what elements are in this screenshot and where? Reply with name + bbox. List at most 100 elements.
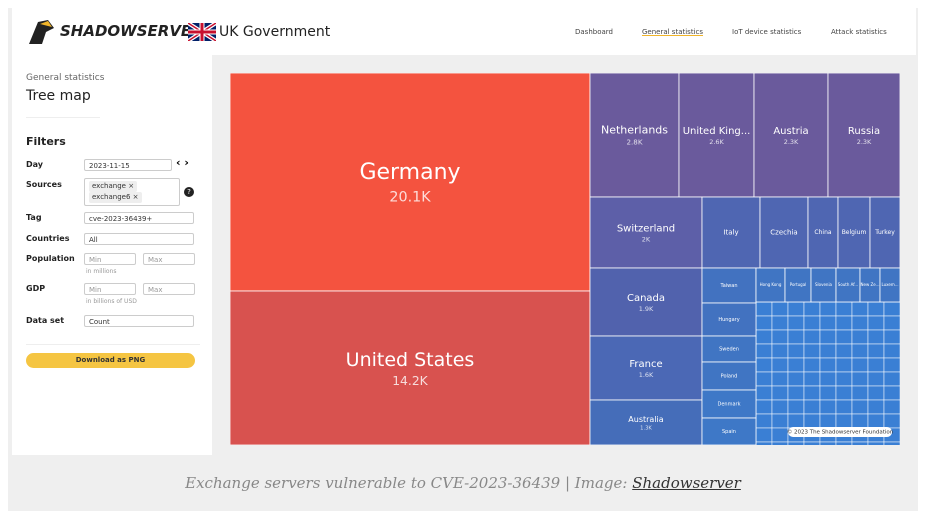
header: SHADOWSERVER UK Government Dashboard Gen… <box>12 8 916 55</box>
max-input[interactable]: Max <box>143 253 195 265</box>
cell-label: France <box>629 359 662 370</box>
dataset-select[interactable]: Count <box>84 315 194 327</box>
small-cell <box>755 301 773 317</box>
small-cell <box>803 301 821 317</box>
sources-input[interactable]: exchange × exchange6 × <box>84 178 180 206</box>
cell <box>701 417 757 445</box>
day-input[interactable]: 2023-11-15 <box>84 159 172 171</box>
small-cell <box>803 315 821 331</box>
tag-chip[interactable]: exchange × <box>89 181 138 192</box>
small-cell <box>803 441 821 445</box>
small-cell <box>755 315 773 331</box>
small-cell <box>851 371 869 387</box>
small-cell <box>803 357 821 373</box>
small-cell <box>835 441 853 445</box>
uk-flag <box>188 23 216 41</box>
small-cell <box>787 385 805 401</box>
cell <box>230 73 591 292</box>
cell <box>759 196 809 269</box>
small-cell <box>867 371 885 387</box>
cell <box>678 73 755 198</box>
label: Countries <box>26 234 70 243</box>
cell-label: United States <box>346 349 475 371</box>
small-cell <box>835 329 853 345</box>
cell-value: 2.8K <box>626 138 642 147</box>
cell <box>837 196 871 269</box>
credit: © 2023 The Shadowserver Foundation <box>787 429 894 436</box>
small-cell <box>883 357 900 373</box>
hint: in billions of USD <box>86 298 137 305</box>
caption-link[interactable]: Shadowserver <box>632 474 741 492</box>
cell-label: Spain <box>722 429 736 435</box>
cell <box>701 196 761 269</box>
tag-chip[interactable]: exchange6 × <box>89 192 142 203</box>
cell <box>589 73 680 198</box>
label: Population <box>26 254 75 263</box>
small-cell <box>883 399 900 415</box>
small-cell <box>803 329 821 345</box>
small-cell <box>835 385 853 401</box>
nav-link[interactable]: Attack statistics <box>831 28 887 36</box>
cell-label: Luxem... <box>881 282 898 287</box>
small-cell <box>819 357 837 373</box>
small-cell <box>787 399 805 415</box>
small-cell <box>851 385 869 401</box>
small-cell <box>819 343 837 359</box>
small-cell <box>819 329 837 345</box>
small-cell <box>883 413 900 429</box>
small-cell <box>771 301 789 317</box>
small-cell <box>755 371 773 387</box>
cell-value: 1.3K <box>640 426 652 432</box>
small-cell <box>787 413 805 429</box>
date-arrows[interactable]: ‹ › <box>176 156 189 169</box>
caption-text: Exchange servers vulnerable to CVE-2023-… <box>185 474 628 492</box>
label: Data set <box>26 316 65 325</box>
small-cell <box>867 441 885 445</box>
max-input[interactable]: Max <box>143 283 195 295</box>
download-button[interactable]: Download as PNG <box>26 353 195 368</box>
min-input[interactable]: Min <box>84 283 136 295</box>
small-cell <box>771 315 789 331</box>
small-cell <box>787 441 805 445</box>
small-cell <box>771 413 789 429</box>
nav-link[interactable]: IoT device statistics <box>732 28 802 36</box>
cell <box>701 267 757 304</box>
small-cell <box>819 301 837 317</box>
cell-label: Australia <box>628 415 663 424</box>
nav-link[interactable]: Dashboard <box>575 28 613 36</box>
small-cell <box>851 329 869 345</box>
cell-label: Belgium <box>842 229 867 236</box>
help-icon[interactable]: ? <box>184 187 194 197</box>
small-cell <box>755 357 773 373</box>
cell-label: Italy <box>723 229 738 237</box>
small-cell <box>787 371 805 387</box>
cell-label: New Ze... <box>860 282 879 287</box>
small-cell <box>755 343 773 359</box>
small-cell <box>803 343 821 359</box>
treemap: Germany 20.1K United States 14.2K Netherland… <box>230 73 900 445</box>
small-cell <box>867 329 885 345</box>
min-input[interactable]: Min <box>84 253 136 265</box>
small-cell <box>835 371 853 387</box>
small-cell <box>819 371 837 387</box>
small-cell <box>819 441 837 445</box>
small-cell <box>883 315 900 331</box>
label: Sources <box>26 180 62 189</box>
divider <box>26 117 100 118</box>
tag-select[interactable]: cve-2023-36439+ <box>84 212 194 224</box>
small-cell <box>803 413 821 429</box>
cell <box>589 267 703 337</box>
cell <box>701 302 757 337</box>
small-cell <box>835 301 853 317</box>
small-cell <box>755 441 773 445</box>
small-cell <box>851 413 869 429</box>
small-cell <box>771 357 789 373</box>
small-cell <box>771 385 789 401</box>
small-cell <box>883 343 900 359</box>
nav-link[interactable]: General statistics <box>642 28 704 36</box>
countries-select[interactable]: All <box>84 233 194 245</box>
small-cell <box>851 343 869 359</box>
cell <box>753 73 829 198</box>
small-cell <box>883 385 900 401</box>
